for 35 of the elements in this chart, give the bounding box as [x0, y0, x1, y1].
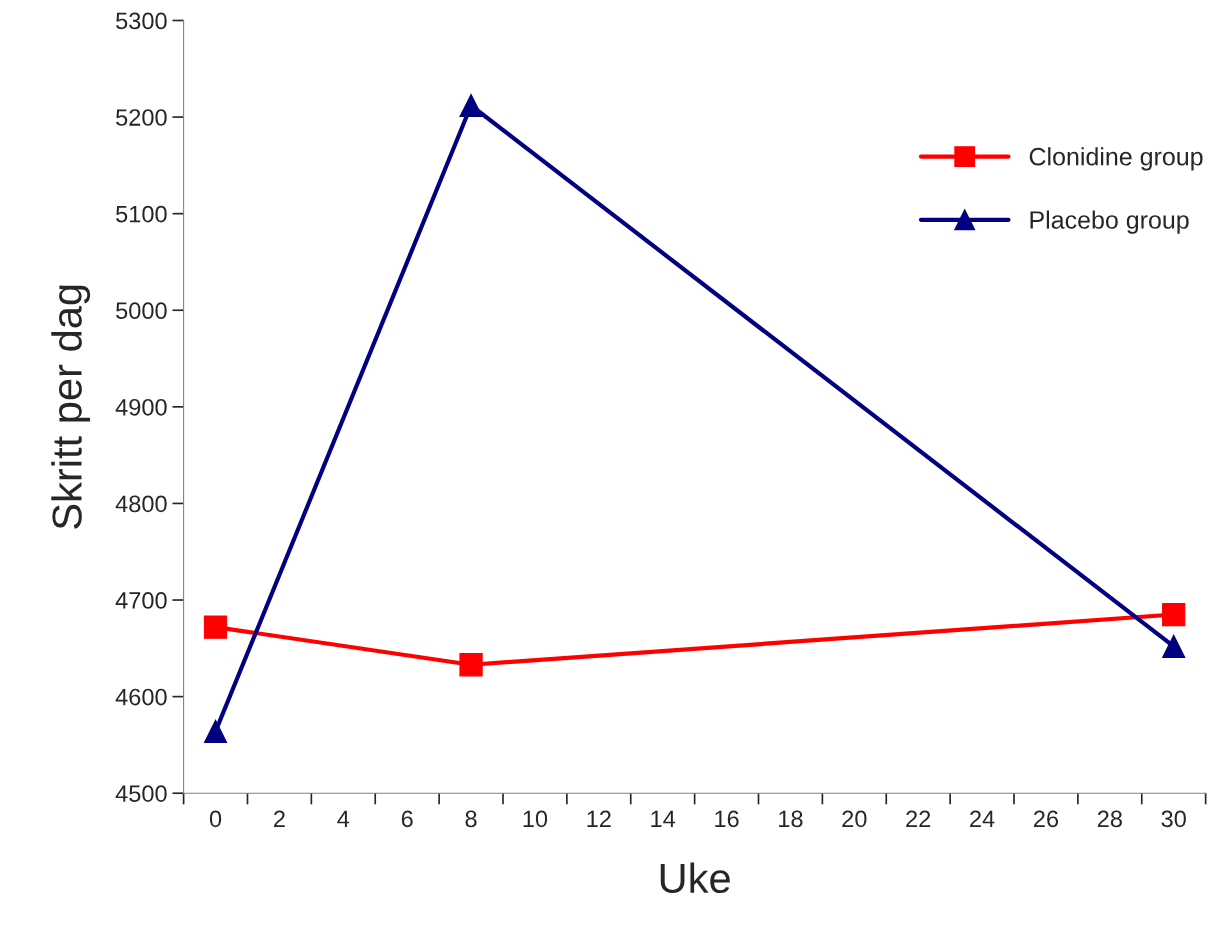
- x-tick-label: 26: [1034, 810, 1059, 828]
- y-tick-label: 4500: [115, 785, 167, 802]
- x-tick-label: 8: [465, 810, 477, 828]
- x-tick-label: 0: [209, 810, 222, 828]
- y-tick-label: 4800: [115, 495, 167, 513]
- x-axis-title: Uke: [660, 862, 730, 894]
- point: [459, 653, 483, 677]
- x-tick-label: 14: [651, 810, 676, 827]
- x-tick-label: 24: [970, 810, 995, 827]
- point: [203, 719, 228, 744]
- x-tick-label: 6: [401, 810, 413, 828]
- legend-label: Clonidine group: [1029, 147, 1203, 171]
- point: [1162, 602, 1186, 627]
- y-tick-label: 4600: [115, 688, 167, 706]
- y-tick-label: 4700: [115, 592, 167, 609]
- y-tick-label: 5200: [116, 109, 167, 126]
- x-tick-label: 20: [842, 810, 867, 828]
- y-axis-title: Skritt per dag: [51, 285, 91, 529]
- x-tick-label: 22: [906, 810, 931, 827]
- point: [1162, 634, 1186, 659]
- x-tick-label: 4: [337, 810, 350, 827]
- x-tick-label: 2: [274, 810, 285, 827]
- point: [203, 615, 228, 639]
- x-tick-label: 16: [715, 810, 739, 828]
- y-tick-label: 4900: [115, 398, 167, 416]
- x-tick-label: 12: [587, 810, 611, 827]
- y-tick-label: 5300: [116, 12, 167, 30]
- x-tick-label: 28: [1097, 810, 1122, 828]
- x-tick-label: 30: [1161, 810, 1186, 828]
- x-tick-label: 18: [779, 810, 803, 828]
- y-tick-label: 5100: [116, 205, 167, 223]
- point: [459, 93, 483, 118]
- x-tick-label: 10: [523, 810, 548, 828]
- legend-label: Placebo group: [1030, 210, 1189, 234]
- y-tick-label: 5000: [116, 302, 167, 320]
